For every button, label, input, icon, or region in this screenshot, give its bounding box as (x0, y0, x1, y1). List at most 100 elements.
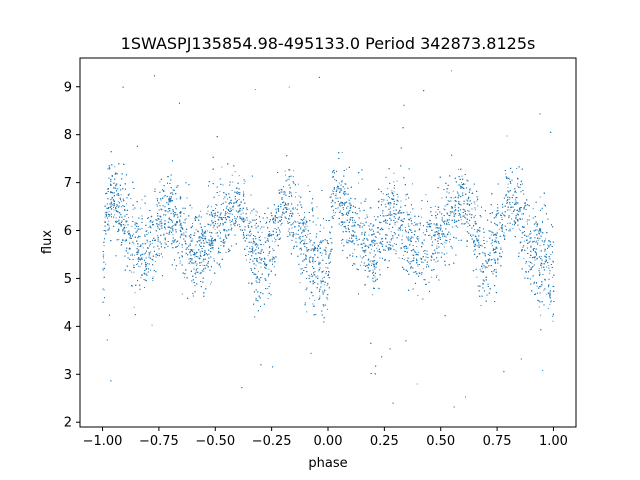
data-point (365, 245, 367, 247)
data-point (364, 244, 366, 246)
data-point (307, 234, 309, 236)
data-point (373, 261, 375, 263)
data-point (495, 269, 497, 271)
data-point (493, 258, 495, 260)
data-point (299, 282, 301, 284)
data-point (395, 218, 396, 219)
data-point (484, 267, 486, 269)
data-point (156, 205, 158, 207)
data-point (497, 204, 499, 206)
data-point (234, 216, 235, 218)
data-point (162, 256, 163, 258)
data-point (198, 231, 200, 233)
data-point (308, 259, 310, 261)
data-point (369, 261, 371, 263)
data-point (347, 206, 349, 207)
data-point (288, 86, 290, 88)
data-point (540, 265, 542, 267)
data-point (532, 256, 534, 258)
data-point (543, 204, 545, 206)
data-point (417, 223, 419, 225)
data-point (330, 249, 332, 251)
data-point (416, 224, 418, 226)
data-point (542, 207, 543, 209)
data-point (440, 224, 441, 226)
data-point (420, 208, 422, 210)
data-point (268, 268, 270, 270)
data-point (458, 194, 460, 196)
data-point (196, 252, 198, 253)
data-point (423, 268, 425, 270)
data-point (533, 224, 535, 225)
data-point (340, 239, 342, 241)
data-point (453, 214, 455, 216)
data-point (382, 193, 384, 195)
data-point (232, 208, 234, 210)
data-point (496, 242, 498, 244)
data-point (473, 250, 475, 252)
data-point (468, 205, 470, 206)
data-point (393, 172, 395, 174)
data-point (309, 275, 311, 277)
data-point (304, 239, 306, 241)
data-point (344, 204, 345, 206)
data-point (150, 251, 151, 253)
data-point (374, 276, 376, 278)
data-point (180, 223, 182, 225)
data-point (132, 253, 134, 255)
data-point (446, 213, 448, 215)
data-point (227, 212, 229, 214)
data-point (332, 170, 334, 172)
data-point (246, 219, 248, 221)
data-point (332, 190, 334, 192)
data-point (158, 253, 160, 255)
data-point (494, 239, 496, 241)
data-point (536, 240, 538, 242)
data-point (363, 265, 365, 266)
data-point (354, 263, 356, 265)
data-point (234, 202, 236, 204)
data-point (269, 234, 271, 236)
data-point (199, 210, 201, 212)
data-point (418, 238, 420, 240)
data-point (539, 196, 541, 198)
data-point (326, 308, 328, 310)
data-point (287, 221, 288, 223)
data-point (334, 195, 336, 196)
data-point (212, 209, 214, 211)
data-point (550, 301, 552, 303)
data-point (241, 217, 243, 219)
data-point (305, 267, 307, 269)
data-point (134, 254, 136, 256)
data-point (549, 304, 551, 306)
data-point (345, 183, 347, 185)
data-point (242, 233, 244, 235)
data-point (292, 176, 294, 177)
data-point (531, 263, 533, 265)
data-point (391, 238, 392, 240)
data-point (237, 224, 239, 226)
data-point (163, 196, 165, 198)
data-point (552, 260, 554, 262)
data-point (106, 229, 108, 231)
data-point (207, 207, 209, 208)
data-point (246, 259, 247, 261)
data-point (385, 237, 387, 239)
data-point (133, 233, 135, 235)
data-point (130, 234, 132, 236)
data-point (509, 209, 511, 211)
data-point (140, 255, 141, 257)
data-point (359, 264, 361, 266)
data-point (195, 229, 197, 231)
data-point (495, 263, 496, 264)
data-point (539, 238, 541, 240)
data-point (387, 196, 389, 197)
data-point (391, 190, 393, 192)
data-point (132, 254, 133, 256)
data-point (183, 232, 185, 234)
data-point (341, 215, 343, 216)
data-point (291, 232, 293, 233)
data-point (263, 244, 265, 246)
data-point (303, 231, 305, 232)
data-point (422, 232, 424, 234)
